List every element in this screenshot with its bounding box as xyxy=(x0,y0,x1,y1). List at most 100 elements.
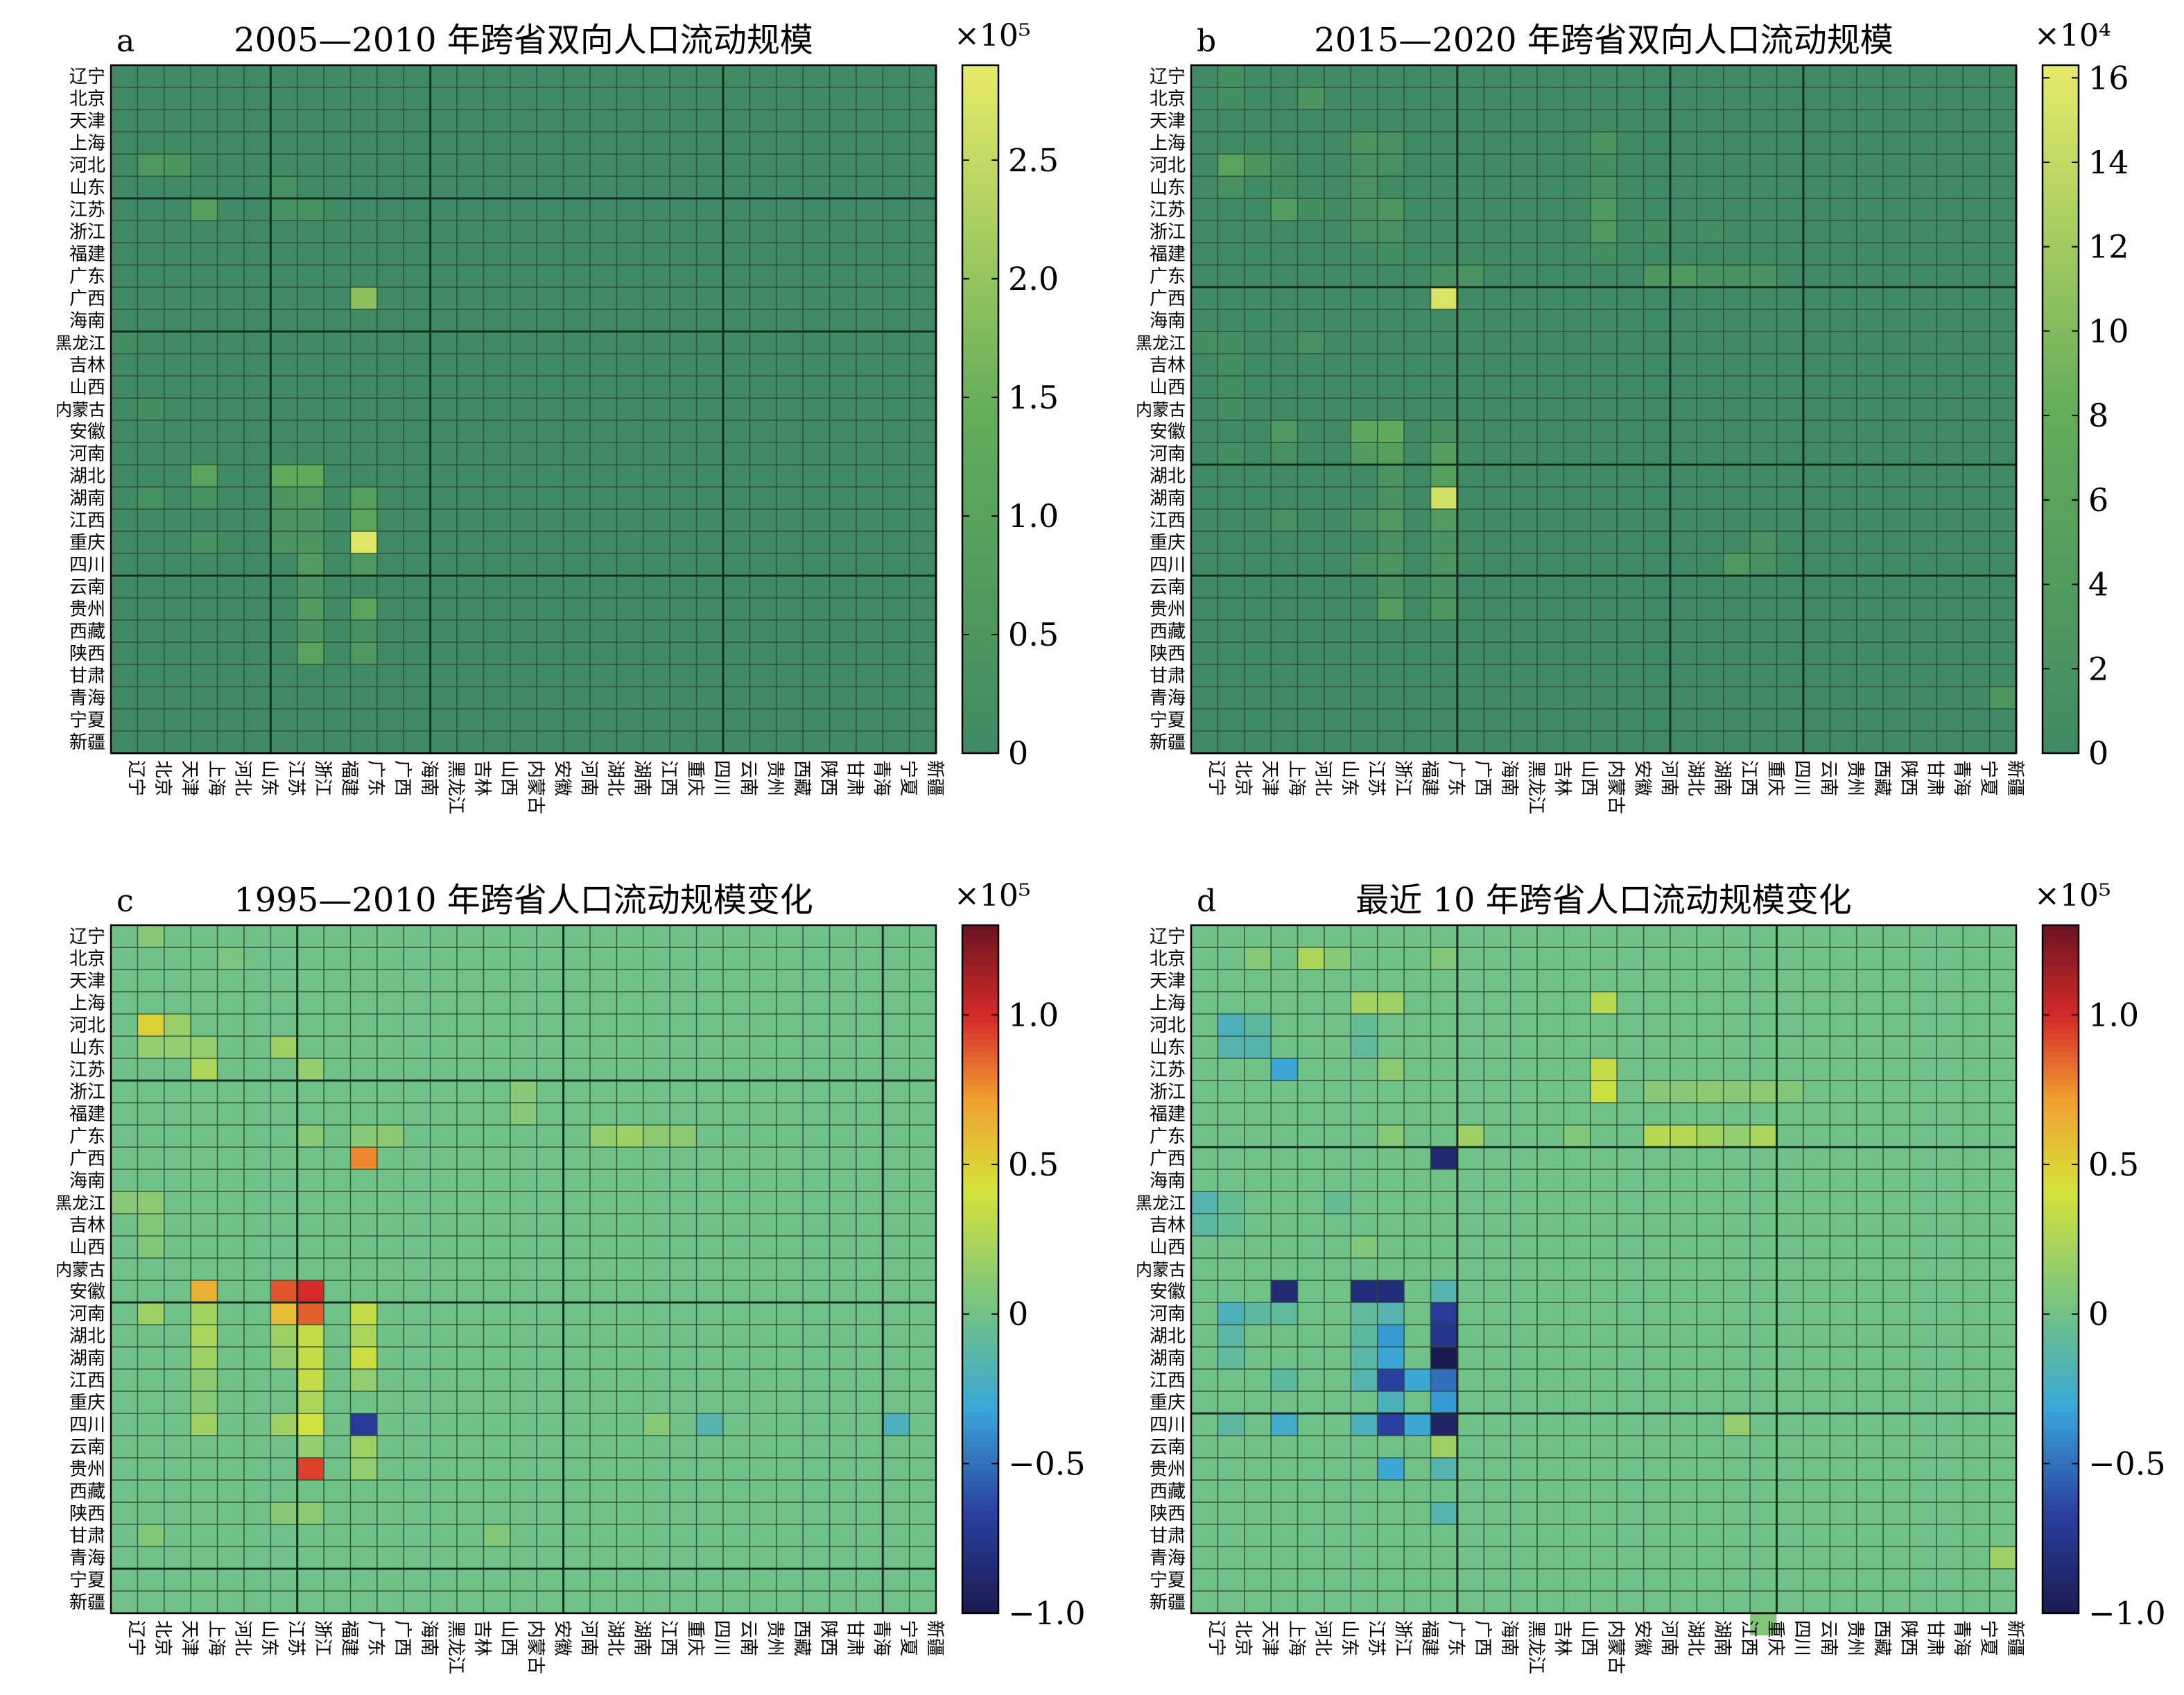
heatmap-cell xyxy=(1377,243,1405,265)
colorbar-swatch xyxy=(2043,346,2079,353)
colorbar-tick-label: 0 xyxy=(2088,734,2108,772)
colorbar-swatch xyxy=(962,1028,998,1035)
colorbar-swatch xyxy=(962,1275,998,1282)
colorbar-swatch xyxy=(2043,673,2079,680)
heatmap-cell xyxy=(696,1413,723,1436)
colorbar-swatch xyxy=(962,323,998,330)
heatmap-cell xyxy=(1351,154,1378,176)
row-label: 辽宁 xyxy=(1150,67,1186,87)
colorbar-tick-label: −0.5 xyxy=(2088,1445,2166,1482)
colorbar-swatch xyxy=(2043,524,2079,531)
colorbar-swatch xyxy=(2043,403,2079,410)
colorbar-swatch xyxy=(962,724,998,731)
row-label: 青海 xyxy=(1150,1548,1186,1569)
heatmap-cell xyxy=(1377,1391,1405,1413)
colorbar-swatch xyxy=(2043,506,2079,513)
colorbar-swatch xyxy=(2043,363,2079,370)
col-label: 河南 xyxy=(1658,760,1679,796)
heatmap-cell xyxy=(297,1058,324,1081)
col-label: 黑龙江 xyxy=(445,760,466,814)
colorbar-swatch xyxy=(962,1544,998,1551)
colorbar-swatch xyxy=(962,971,998,978)
colorbar-tick-label: 0.5 xyxy=(1008,616,1059,653)
colorbar-swatch xyxy=(2043,461,2079,467)
heatmap-cell xyxy=(191,1280,218,1302)
colorbar-swatch xyxy=(962,1022,998,1029)
colorbar-swatch xyxy=(2043,1498,2079,1505)
colorbar-swatch xyxy=(2043,65,2079,72)
col-label: 上海 xyxy=(205,1620,226,1656)
colorbar-swatch xyxy=(962,948,998,955)
heatmap-cell xyxy=(1430,1502,1457,1524)
row-label: 陕西 xyxy=(69,1504,105,1524)
colorbar-swatch xyxy=(2043,1045,2079,1052)
colorbar-swatch xyxy=(962,1590,998,1597)
colorbar-swatch xyxy=(2043,1068,2079,1075)
colorbar-swatch xyxy=(2043,117,2079,123)
colorbar-swatch xyxy=(962,1108,998,1115)
colorbar-scale-label: ×10⁵ xyxy=(954,878,1031,913)
row-label: 北京 xyxy=(1150,949,1186,970)
heatmap-cell xyxy=(164,1036,191,1058)
heatmap-cell xyxy=(191,465,218,487)
colorbar-swatch xyxy=(962,82,998,89)
colorbar-swatch xyxy=(2043,311,2079,318)
col-label: 新疆 xyxy=(924,1620,945,1656)
chart-title: 2015—2020 年跨省双向人口流动规模 xyxy=(1314,21,1893,60)
colorbar-swatch xyxy=(2043,1263,2079,1270)
heatmap-cell xyxy=(1590,1081,1618,1103)
colorbar-swatch xyxy=(962,1177,998,1184)
col-label: 甘肃 xyxy=(844,1620,865,1656)
row-label: 黑龙江 xyxy=(55,334,105,353)
heatmap-cell xyxy=(1430,947,1457,970)
heatmap-cell xyxy=(297,1347,324,1369)
colorbar-swatch xyxy=(2043,1435,2079,1442)
colorbar-swatch xyxy=(962,936,998,943)
heatmap-cell xyxy=(1457,1125,1484,1147)
col-label: 江苏 xyxy=(286,760,306,796)
colorbar-swatch xyxy=(962,1091,998,1098)
col-label: 云南 xyxy=(738,760,759,796)
colorbar-swatch xyxy=(2043,1017,2079,1024)
col-label: 广东 xyxy=(1446,1620,1466,1656)
heatmap-cell xyxy=(1271,1280,1298,1302)
colorbar-swatch xyxy=(962,1464,998,1471)
heatmap-cell xyxy=(1351,992,1378,1014)
colorbar-swatch xyxy=(2043,1561,2079,1568)
colorbar-swatch xyxy=(2043,587,2079,594)
colorbar-swatch xyxy=(2043,615,2079,622)
colorbar-swatch xyxy=(2043,1091,2079,1098)
colorbar-swatch xyxy=(962,489,998,496)
colorbar-swatch xyxy=(2043,1556,2079,1563)
col-label: 甘肃 xyxy=(1925,1620,1945,1656)
heatmap-cell xyxy=(1377,1280,1405,1302)
colorbar-swatch xyxy=(2043,1481,2079,1488)
colorbar-swatch xyxy=(962,1223,998,1230)
colorbar-swatch xyxy=(2043,1361,2079,1368)
col-label: 江西 xyxy=(1738,1620,1759,1656)
row-label: 云南 xyxy=(1150,577,1186,598)
row-label: 福建 xyxy=(69,1104,105,1125)
row-label: 河南 xyxy=(69,1304,105,1325)
row-label: 云南 xyxy=(69,577,105,598)
col-label: 新疆 xyxy=(2004,1620,2025,1656)
col-label: 辽宁 xyxy=(1206,760,1227,796)
heatmap-cell xyxy=(1191,1214,1218,1236)
col-label: 山东 xyxy=(259,760,279,796)
heatmap-frame xyxy=(1190,924,2018,1615)
row-label: 宁夏 xyxy=(69,710,105,731)
colorbar-swatch xyxy=(2043,340,2079,347)
colorbar-swatch xyxy=(962,168,998,175)
colorbar-swatch xyxy=(2043,1292,2079,1299)
heatmap-cell xyxy=(1377,154,1405,176)
heatmap-cell xyxy=(1271,442,1298,465)
colorbar-swatch xyxy=(962,719,998,725)
colorbar-swatch xyxy=(962,1515,998,1522)
heatmap-cell xyxy=(137,398,164,420)
colorbar-swatch xyxy=(2043,959,2079,966)
colorbar-swatch xyxy=(962,1189,998,1196)
colorbar-swatch xyxy=(2043,1458,2079,1465)
colorbar-swatch xyxy=(2043,1143,2079,1150)
heatmap-cell xyxy=(191,1058,218,1081)
heatmap-cell xyxy=(1697,1125,1724,1147)
